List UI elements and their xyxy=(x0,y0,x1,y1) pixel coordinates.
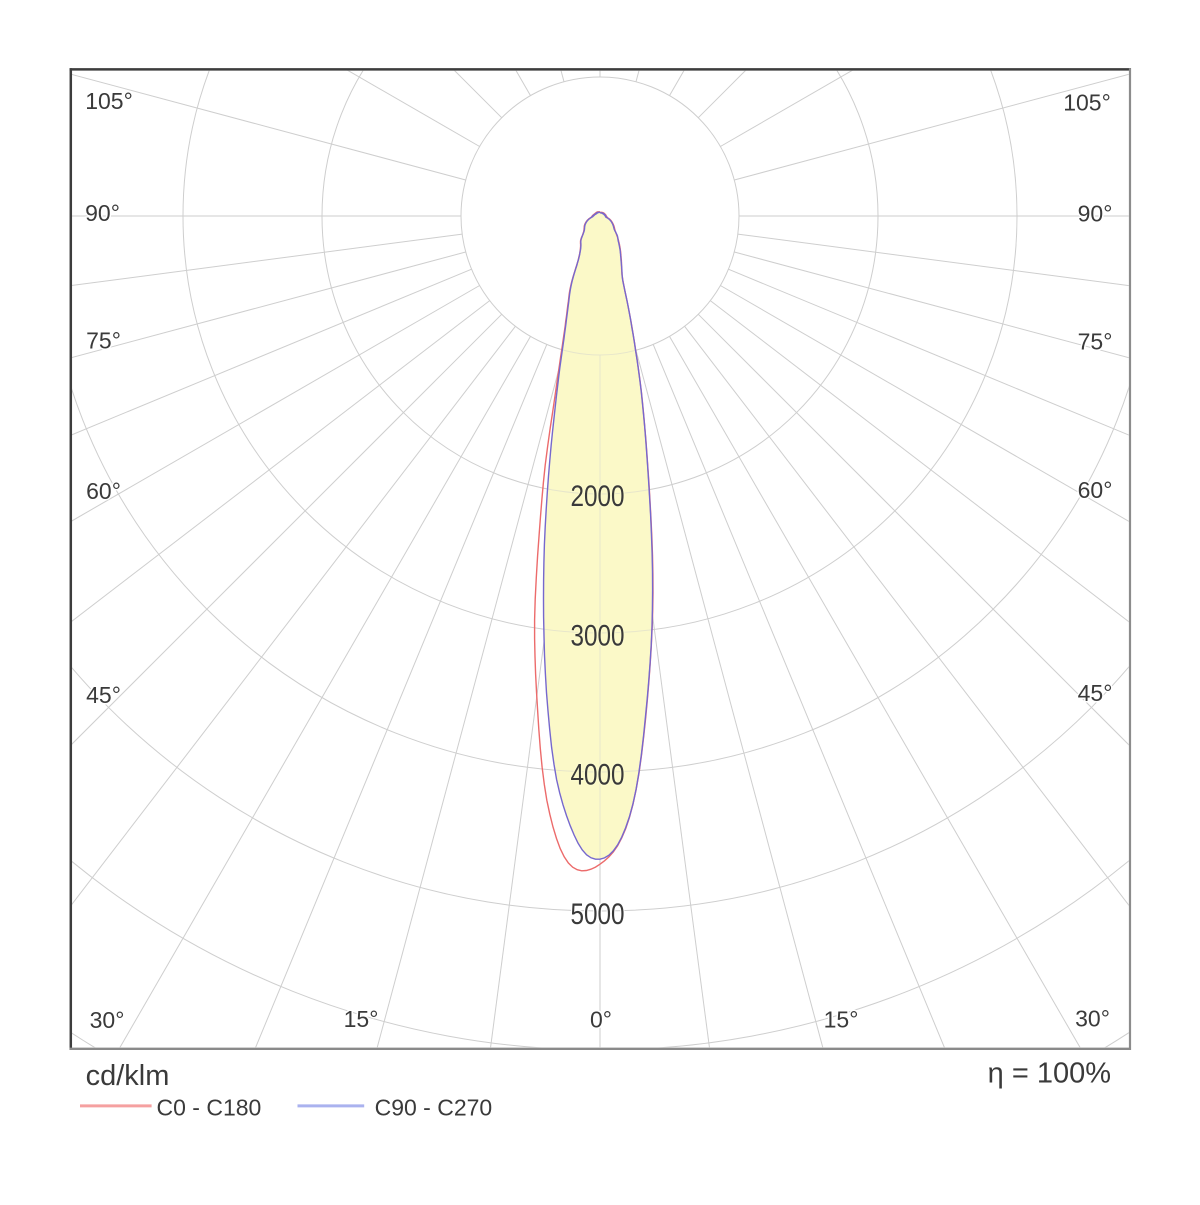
svg-text:30°: 30° xyxy=(1075,1006,1110,1032)
svg-text:2000: 2000 xyxy=(570,479,624,513)
svg-text:3000: 3000 xyxy=(570,618,624,652)
svg-text:0°: 0° xyxy=(590,1007,612,1033)
svg-text:75°: 75° xyxy=(86,328,121,354)
svg-text:90°: 90° xyxy=(85,200,120,226)
svg-text:90°: 90° xyxy=(1078,201,1113,227)
svg-text:60°: 60° xyxy=(86,478,121,504)
svg-text:C90 - C270: C90 - C270 xyxy=(375,1095,493,1121)
svg-text:15°: 15° xyxy=(344,1006,379,1032)
svg-text:45°: 45° xyxy=(86,682,121,708)
svg-text:C0 - C180: C0 - C180 xyxy=(157,1095,262,1121)
svg-text:105°: 105° xyxy=(85,88,133,114)
svg-text:15°: 15° xyxy=(824,1007,859,1033)
svg-text:cd/klm: cd/klm xyxy=(86,1060,170,1092)
svg-text:5000: 5000 xyxy=(570,896,624,930)
svg-text:30°: 30° xyxy=(90,1007,125,1033)
svg-text:45°: 45° xyxy=(1078,680,1113,706)
svg-text:η = 100%: η = 100% xyxy=(988,1058,1111,1090)
svg-text:75°: 75° xyxy=(1078,329,1113,355)
svg-text:105°: 105° xyxy=(1063,90,1111,116)
svg-text:60°: 60° xyxy=(1078,477,1113,503)
svg-text:4000: 4000 xyxy=(570,757,624,791)
